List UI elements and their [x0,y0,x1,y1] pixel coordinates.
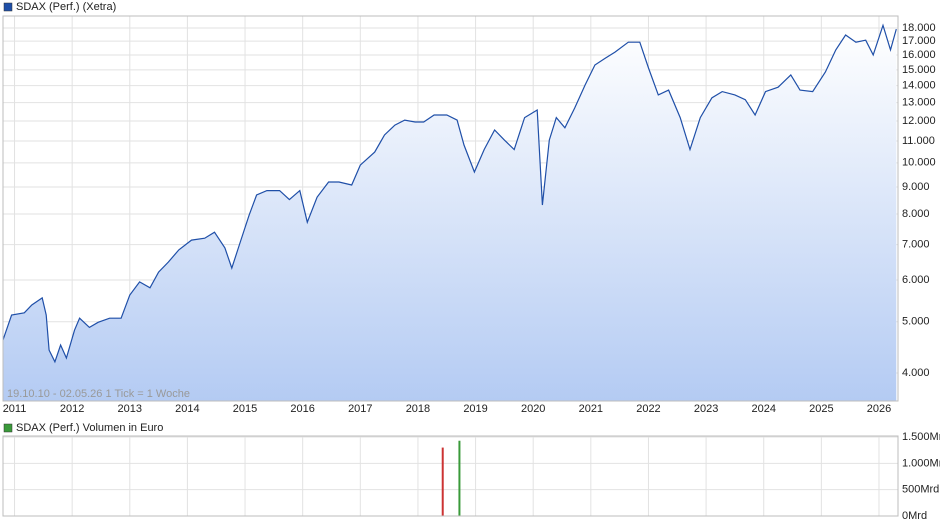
x-tick-label: 2022 [636,403,660,415]
x-tick-label: 2013 [118,403,142,415]
plot-area [3,436,898,516]
y-tick-label: 6.000 [902,274,930,286]
y-tick-label: 1.000Mrd [902,457,940,469]
y-tick-label: 11.000 [902,135,935,147]
legend-label: SDAX (Perf.) (Xetra) [16,1,116,13]
y-tick-label: 5.000 [902,316,930,328]
y-tick-label: 16.000 [902,49,936,61]
y-tick-label: 12.000 [902,115,936,127]
y-tick-label: 15.000 [902,64,936,76]
x-tick-label: 2021 [579,403,603,415]
x-tick-label: 2012 [60,403,84,415]
y-tick-label: 18.000 [902,22,936,34]
x-tick-label: 2014 [175,403,199,415]
y-tick-label: 7.000 [902,239,930,251]
plot-frame [2,15,899,402]
legend-swatch [3,2,13,12]
y-tick-label: 13.000 [902,97,936,109]
x-tick-label: 2016 [290,403,314,415]
legend-label: SDAX (Perf.) Volumen in Euro [16,422,163,434]
volume-bar [441,447,444,516]
area-fill [3,25,897,402]
price-line [2,23,897,364]
annotation: 19.10.10 - 02.05.26 1 Tick = 1 Woche [7,388,190,400]
y-tick-label: 9.000 [902,181,930,193]
x-tick-label: 2023 [694,403,718,415]
x-tick-label: 2020 [521,403,545,415]
y-tick-label: 8.000 [902,208,930,220]
y-tick-label: 14.000 [902,80,936,92]
x-tick-label: 2018 [406,403,430,415]
x-tick-label: 2011 [3,403,27,415]
plot-frame [2,435,899,517]
y-tick-label: 4.000 [902,367,930,379]
x-tick-label: 2024 [751,403,775,415]
y-tick-label: 500Mrd [902,484,939,496]
volume-bar [458,440,461,516]
x-tick-label: 2015 [233,403,257,415]
legend-swatch [3,423,13,433]
x-tick-label: 2019 [463,403,487,415]
y-tick-label: 17.000 [902,35,936,47]
x-tick-label: 2017 [348,403,372,415]
y-tick-label: 10.000 [902,157,936,169]
y-tick-label: 0Mrd [902,510,927,522]
x-tick-label: 2025 [809,403,833,415]
y-tick-label: 1.500Mrd [902,431,940,443]
x-tick-label: 2026 [867,403,891,415]
